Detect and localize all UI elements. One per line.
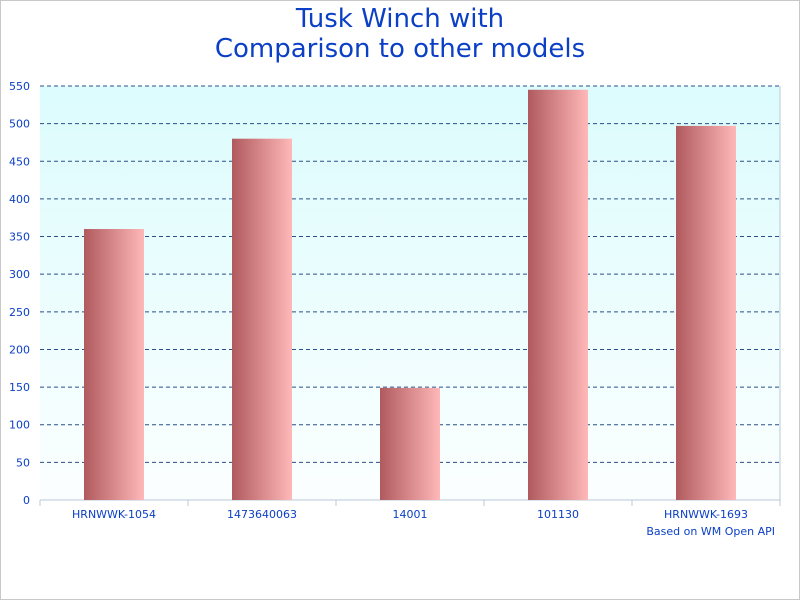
bar-HRNWWK-1054	[84, 229, 144, 500]
bar-HRNWWK-1693	[676, 125, 736, 501]
bar-1473640063	[232, 138, 292, 500]
x-tick-label: 101130	[537, 508, 579, 521]
x-tick-label: HRNWWK-1054	[72, 508, 156, 521]
y-tick-label: 0	[23, 494, 30, 507]
y-tick-label: 550	[9, 80, 30, 93]
x-tick-label: 1473640063	[227, 508, 297, 521]
y-tick-label: 500	[9, 118, 30, 131]
y-tick-label: 150	[9, 381, 30, 394]
chart-title-line-1: Tusk Winch with	[295, 4, 504, 34]
bar-14001	[380, 387, 440, 500]
y-tick-label: 350	[9, 231, 30, 244]
y-tick-label: 50	[16, 456, 30, 469]
x-tick-label: 14001	[393, 508, 428, 521]
y-tick-label: 200	[9, 343, 30, 356]
y-tick-label: 400	[9, 193, 30, 206]
footnote: Based on WM Open API	[646, 525, 775, 538]
grid-lines	[40, 85, 780, 463]
y-axis-tick-labels: 0 50 100 150 200 250 300 350 400 450 500 550	[9, 80, 30, 507]
y-tick-label: 450	[9, 155, 30, 168]
x-tick-label: HRNWWK-1693	[664, 508, 748, 521]
y-tick-label: 250	[9, 306, 30, 319]
bar-101130	[528, 89, 588, 500]
y-tick-label: 100	[9, 419, 30, 432]
chart-title: Tusk Winch with Comparison to other mode…	[215, 4, 585, 64]
y-tick-label: 300	[9, 268, 30, 281]
bars	[84, 89, 736, 501]
x-axis-tick-labels: HRNWWK-1054 1473640063 14001 101130 HRNWWK-1…	[72, 508, 748, 521]
chart-title-line-2: Comparison to other models	[215, 34, 585, 64]
